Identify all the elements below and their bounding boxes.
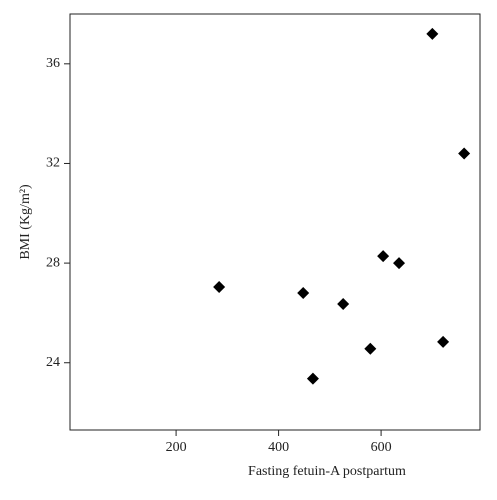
point	[437, 335, 450, 348]
y-axis-label: BMI (Kg/m²)	[18, 184, 33, 260]
point	[213, 281, 226, 294]
point	[297, 286, 310, 299]
point	[377, 250, 390, 263]
x-tick-label: 600	[371, 440, 392, 455]
point	[306, 372, 319, 385]
point	[458, 147, 471, 160]
x-axis-label: Fasting fetuin-A postpartum	[248, 464, 406, 479]
y-tick-label: 32	[46, 156, 60, 171]
point	[364, 342, 377, 355]
point	[393, 257, 406, 270]
point	[337, 297, 350, 310]
plot-frame	[69, 13, 481, 431]
point	[426, 27, 439, 40]
y-tick-label: 28	[46, 255, 60, 270]
x-tick-label: 200	[166, 440, 187, 455]
y-tick-label: 24	[46, 355, 60, 370]
x-tick-label: 400	[268, 440, 289, 455]
y-tick-label: 36	[46, 56, 60, 71]
